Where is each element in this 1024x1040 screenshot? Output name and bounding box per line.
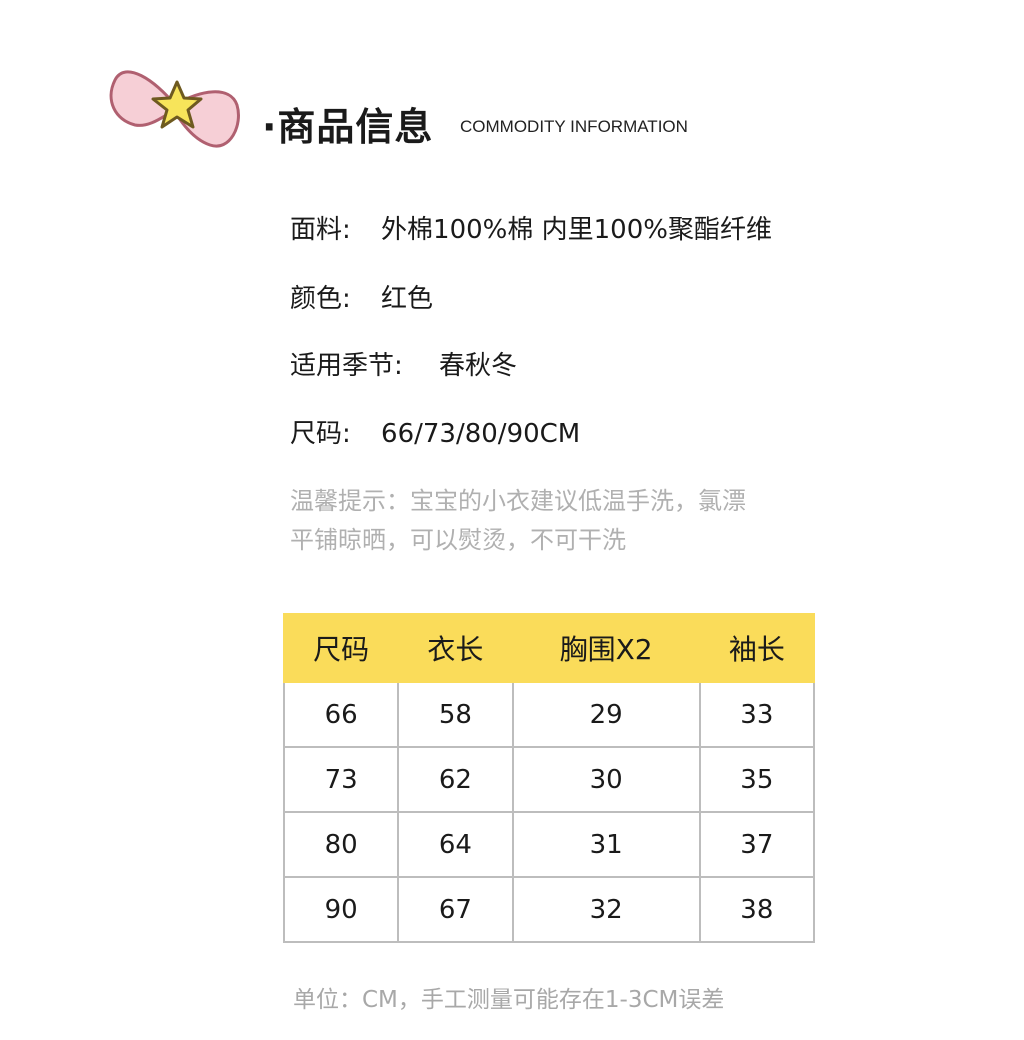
section-title: ·商品信息 bbox=[262, 105, 434, 149]
care-tip-line-2: 平铺晾晒，可以熨烫，不可干洗 bbox=[290, 526, 626, 554]
header-cell: 袖长 bbox=[698, 613, 816, 683]
info-label: 适用季节: bbox=[290, 351, 403, 381]
info-label: 面料: bbox=[290, 215, 351, 245]
table-cell: 73 bbox=[282, 746, 400, 813]
table-cell: 29 bbox=[511, 681, 701, 748]
header-cell: 胸围X2 bbox=[511, 613, 701, 683]
table-cell: 37 bbox=[698, 811, 816, 878]
table-cell: 90 bbox=[282, 876, 400, 943]
table-row: 66 58 29 33 bbox=[282, 681, 816, 748]
info-label: 颜色: bbox=[290, 284, 351, 314]
table-cell: 66 bbox=[282, 681, 400, 748]
table-cell: 62 bbox=[397, 746, 514, 813]
table-cell: 35 bbox=[698, 746, 816, 813]
table-cell: 33 bbox=[698, 681, 816, 748]
table-cell: 80 bbox=[282, 811, 400, 878]
size-table: 尺码 衣长 胸围X2 袖长 66 58 29 33 73 62 30 35 80… bbox=[282, 613, 816, 943]
table-cell: 30 bbox=[511, 746, 701, 813]
care-tip-line-1: 温馨提示：宝宝的小衣建议低温手洗，氯漂 bbox=[290, 487, 746, 515]
bow-star-icon bbox=[109, 70, 240, 148]
table-row: 80 64 31 37 bbox=[282, 811, 816, 878]
table-cell: 32 bbox=[511, 876, 701, 943]
table-cell: 67 bbox=[397, 876, 514, 943]
info-value: 外棉100%棉 内里100%聚酯纤维 bbox=[381, 215, 772, 245]
info-color: 颜色: 红色 bbox=[290, 278, 433, 315]
header-cell: 衣长 bbox=[397, 613, 514, 683]
info-value: 66/73/80/90CM bbox=[381, 419, 581, 449]
table-row: 73 62 30 35 bbox=[282, 746, 816, 813]
info-season: 适用季节: 春秋冬 bbox=[290, 345, 517, 382]
info-size: 尺码: 66/73/80/90CM bbox=[290, 413, 580, 450]
table-row: 90 67 32 38 bbox=[282, 876, 816, 943]
table-cell: 38 bbox=[698, 876, 816, 943]
table-cell: 64 bbox=[397, 811, 514, 878]
table-cell: 58 bbox=[397, 681, 514, 748]
measurement-note: 单位：CM，手工测量可能存在1-3CM误差 bbox=[293, 987, 725, 1013]
section-subtitle: COMMODITY INFORMATION bbox=[460, 117, 688, 136]
info-label: 尺码: bbox=[290, 419, 351, 449]
info-value: 春秋冬 bbox=[439, 351, 518, 381]
table-cell: 31 bbox=[511, 811, 701, 878]
info-value: 红色 bbox=[381, 284, 434, 314]
header-cell: 尺码 bbox=[282, 613, 400, 683]
info-fabric: 面料: 外棉100%棉 内里100%聚酯纤维 bbox=[290, 209, 772, 246]
table-header-row: 尺码 衣长 胸围X2 袖长 bbox=[282, 613, 816, 683]
